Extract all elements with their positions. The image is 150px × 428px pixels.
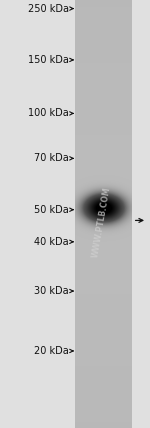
Text: 40 kDa: 40 kDa	[34, 237, 69, 247]
Text: 20 kDa: 20 kDa	[34, 346, 69, 356]
Text: 70 kDa: 70 kDa	[34, 153, 69, 163]
Text: 50 kDa: 50 kDa	[34, 205, 69, 215]
Text: WWW.PTLB.COM: WWW.PTLB.COM	[91, 186, 113, 259]
Text: 30 kDa: 30 kDa	[34, 286, 69, 296]
Bar	[75, 0, 132, 428]
Text: 250 kDa: 250 kDa	[28, 3, 69, 14]
Text: 150 kDa: 150 kDa	[28, 55, 69, 65]
Text: 100 kDa: 100 kDa	[28, 108, 69, 119]
